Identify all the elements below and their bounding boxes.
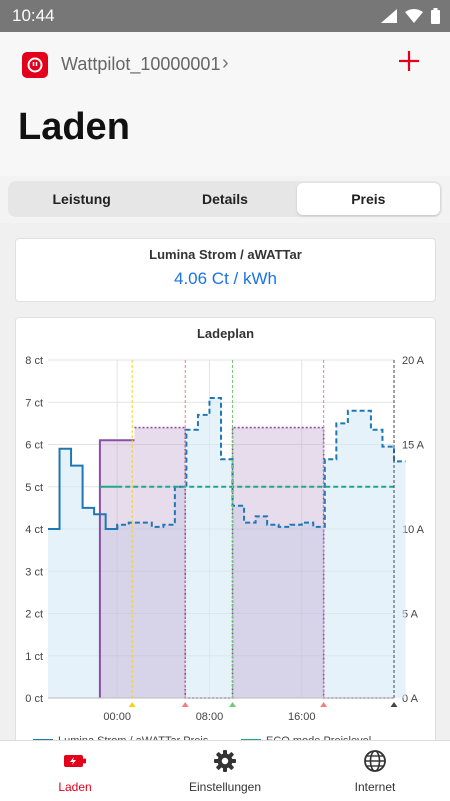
device-name[interactable]: Wattpilot_10000001: [61, 54, 221, 74]
chevron-right-icon[interactable]: ›: [222, 52, 229, 74]
plus-icon: [399, 51, 419, 71]
time-marker-triangle: [181, 702, 189, 707]
charge-block: [134, 427, 186, 698]
battery-charging-icon: [64, 755, 86, 767]
tab-preis[interactable]: Preis: [296, 183, 440, 215]
content-area[interactable]: Lumina Strom / aWATTar 4.06 Ct / kWh Lad…: [0, 223, 450, 740]
tab-leistung[interactable]: Leistung: [52, 191, 111, 207]
time-marker-triangle: [320, 702, 328, 707]
gear-icon: [214, 750, 236, 772]
signal-icon: [381, 9, 397, 23]
chart-card: Ladeplan 0 ct 1 ct 2 ct 3 ct 4 ct 5 ct 6 ct 7 c…: [15, 317, 436, 740]
y-tick-label: 6 ct: [25, 440, 43, 452]
x-tick-label: 16:00: [288, 711, 316, 723]
chart-title: Ladeplan: [196, 326, 255, 341]
y2-tick-label: 5 A: [402, 609, 419, 621]
wifi-icon: [405, 9, 423, 23]
bottom-navigation: Laden Einstellungen Inter: [0, 740, 450, 801]
legend-label-price: Lumina Strom / aWATTar Preis: [58, 735, 209, 740]
y2-tick-label: 20 A: [402, 355, 425, 367]
y-tick-label: 0 ct: [25, 693, 43, 705]
device-logo-icon: [22, 52, 48, 78]
nav-laden[interactable]: Laden: [0, 741, 150, 801]
y-tick-label: 4 ct: [25, 524, 43, 536]
legend-label-eco: ECO mode Preislevel: [266, 735, 371, 740]
time-marker-triangle: [229, 702, 237, 707]
time-marker-triangle: [128, 702, 136, 707]
app-header: Wattpilot_10000001 › Laden: [0, 32, 450, 176]
y-tick-label: 3 ct: [25, 566, 43, 578]
ladeplan-chart: 0 ct 1 ct 2 ct 3 ct 4 ct 5 ct 6 ct 7 ct 8 ct 00:0…: [25, 355, 425, 740]
charge-block: [99, 440, 135, 698]
status-time: 10:44: [12, 6, 55, 25]
status-icons: [381, 8, 440, 24]
y-tick-label: 1 ct: [25, 651, 43, 663]
y2-tick-label: 15 A: [402, 440, 425, 452]
add-button[interactable]: [396, 48, 422, 74]
charge-outline-solid: [98, 439, 135, 698]
time-marker-triangle: [390, 702, 398, 707]
y-tick-label: 2 ct: [25, 609, 43, 621]
nav-label-laden: Laden: [58, 780, 92, 794]
x-tick-label: 00:00: [103, 711, 131, 723]
price-line-solid: [48, 447, 119, 530]
price-card: Lumina Strom / aWATTar 4.06 Ct / kWh: [15, 238, 436, 302]
status-bar: 10:44: [0, 0, 450, 32]
nav-internet[interactable]: Internet: [300, 741, 450, 801]
y-tick-label: 5 ct: [25, 482, 43, 494]
price-line-forecast: [116, 397, 406, 529]
globe-icon: [364, 750, 386, 772]
x-tick-label: 08:00: [196, 711, 224, 723]
y-tick-label: 8 ct: [25, 355, 43, 367]
price-provider: Lumina Strom / aWATTar: [149, 247, 302, 262]
price-value: 4.06 Ct / kWh: [174, 269, 277, 288]
price-area: [48, 398, 406, 698]
y2-tick-label: 10 A: [402, 524, 425, 536]
nav-label-internet: Internet: [354, 780, 396, 794]
page-title: Laden: [18, 106, 130, 148]
y-tick-label: 7 ct: [25, 397, 43, 409]
charge-block: [232, 427, 324, 698]
y2-tick-label: 0 A: [402, 693, 419, 705]
battery-icon: [431, 8, 440, 24]
nav-einstellungen[interactable]: Einstellungen: [150, 741, 300, 801]
tab-bar: Leistung Details Preis: [8, 181, 442, 217]
tab-details[interactable]: Details: [202, 191, 248, 207]
nav-label-einstellungen: Einstellungen: [188, 780, 262, 794]
